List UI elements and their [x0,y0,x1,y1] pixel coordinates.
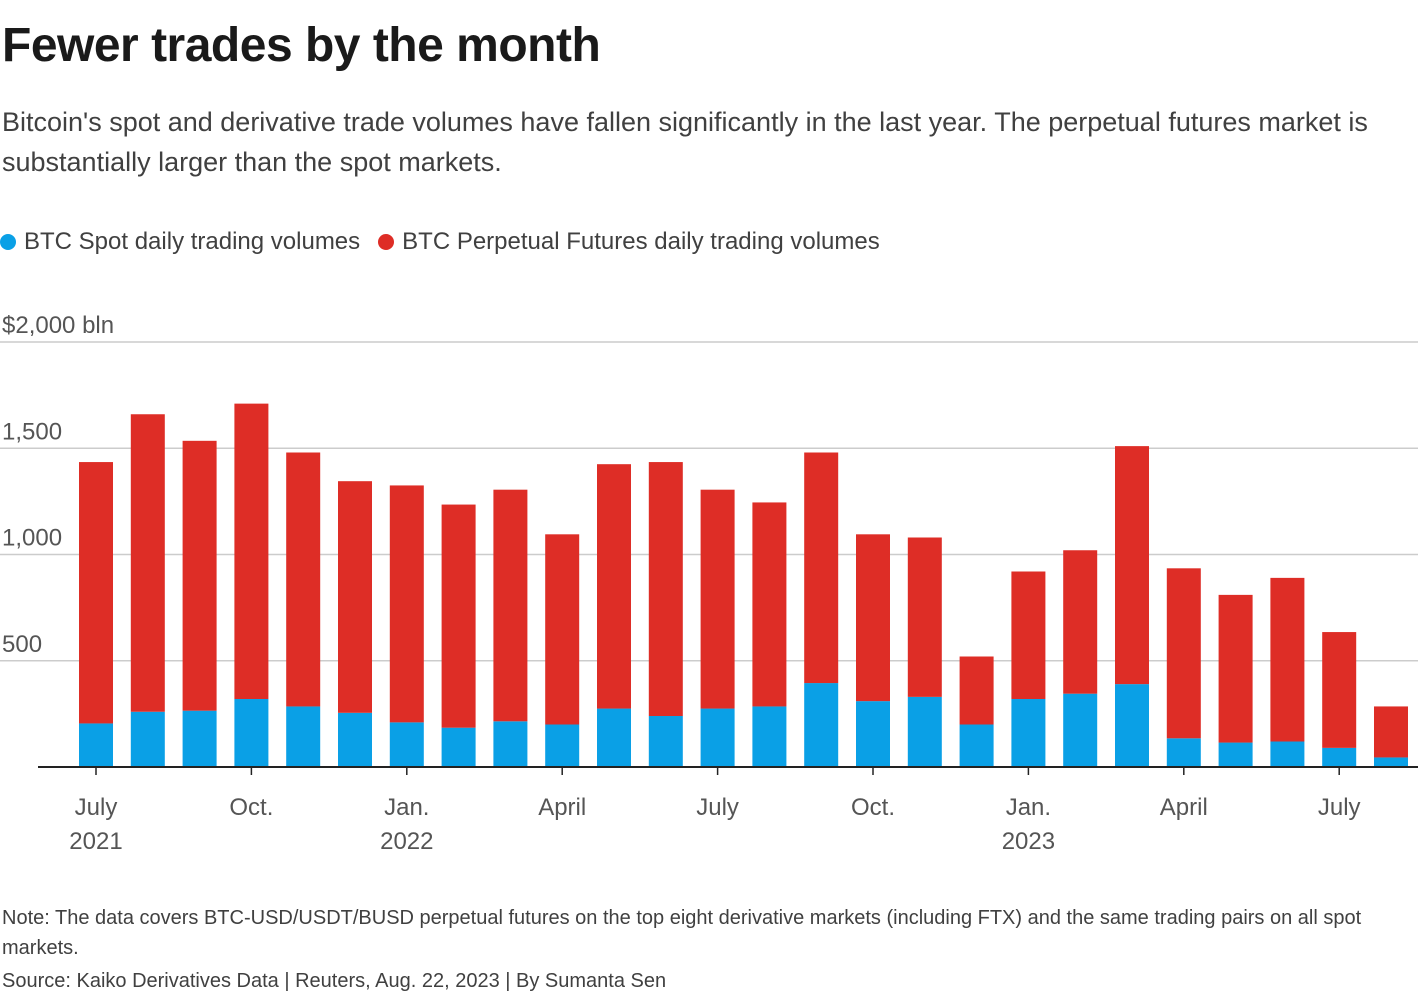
bar-spot [545,724,580,767]
y-tick-label: 500 [2,631,42,658]
x-tick-year-label: 2021 [69,828,122,855]
x-tick-label: Jan. [1006,794,1051,821]
bar-futures [79,462,113,724]
bar-spot [1011,699,1046,767]
legend: BTC Spot daily trading volumes BTC Perpe… [0,224,898,260]
bar-futures [545,534,580,725]
bar-futures [1011,571,1046,699]
chart-source: Source: Kaiko Derivatives Data | Reuters… [2,970,667,992]
bar-spot [1166,738,1201,767]
y-tick-label: 1,500 [2,418,62,445]
bar-spot [493,721,528,767]
chart-subtitle: Bitcoin's spot and derivative trade volu… [2,107,1368,177]
bar-spot [804,683,839,767]
bar-futures [441,504,476,728]
bar-spot [338,712,372,767]
bar-spot [441,727,476,767]
x-tick-label: July [696,794,739,821]
bar-spot [1270,741,1305,767]
legend-dot-futures [378,234,395,250]
x-tick-label: Oct. [851,794,895,821]
x-tick-year-label: 2022 [380,828,433,855]
legend-item-futures: BTC Perpetual Futures daily trading volu… [378,228,880,256]
stacked-bar-chart: 500 1,000 1,500 $2,000 bln July 2021 Oct. Jan. 2… [0,312,1418,855]
bar-futures [804,452,839,684]
bar-spot [1322,747,1357,767]
bar-futures [752,502,787,707]
bar-spot [79,723,113,767]
legend-label-futures: BTC Perpetual Futures daily trading volu… [402,228,880,255]
bar-spot [234,699,269,767]
bar-spot [700,708,735,767]
bar-spot [959,724,994,767]
bar-futures [700,489,735,709]
bar-futures [234,403,269,699]
bar-spot [907,696,942,767]
legend-item-spot: BTC Spot daily trading volumes [0,228,360,256]
legend-dot-spot [0,234,16,250]
bar-futures [130,414,165,712]
x-tick-label: July [1318,794,1361,821]
bar-futures [389,485,424,723]
bar-futures [182,440,217,711]
x-tick-year-label: 2023 [1002,828,1055,855]
x-tick-label: Oct. [229,794,273,821]
bar-spot [286,706,321,767]
bar-spot [389,722,424,767]
bar-futures [1322,632,1357,748]
bar-futures [856,534,890,702]
y-tick-label: $2,000 bln [2,312,114,339]
bar-spot [182,710,217,767]
x-tick-label: July [75,794,118,821]
bar-futures [959,656,994,725]
bar-spot [1374,757,1408,767]
bar-futures [286,452,321,707]
bar-futures [338,481,372,713]
bar-futures [597,464,631,709]
chart-title: Fewer trades by the month [2,19,601,72]
bar-futures [1270,577,1305,742]
bar-spot [648,716,683,767]
bar-futures [493,489,528,722]
bar-spot [856,701,890,767]
bar-futures [1115,446,1149,685]
x-tick-label: April [1160,794,1208,821]
bar-spot [130,711,165,767]
bar-futures [1063,550,1098,694]
bar-spot [752,706,787,767]
x-tick-label: April [538,794,586,821]
bar-futures [648,462,683,716]
x-tick-label: Jan. [384,794,429,821]
y-tick-label: 1,000 [2,525,62,552]
bar-spot [597,708,631,767]
bar-spot [1218,742,1253,767]
bar-spot [1115,684,1149,767]
bar-futures [1166,568,1201,739]
bar-futures [1374,706,1408,758]
bar-futures [1218,594,1253,743]
legend-label-spot: BTC Spot daily trading volumes [24,228,361,255]
bar-spot [1063,693,1098,767]
chart-note: Note: The data covers BTC-USD/USDT/BUSD … [2,907,1362,959]
bar-futures [907,537,942,697]
